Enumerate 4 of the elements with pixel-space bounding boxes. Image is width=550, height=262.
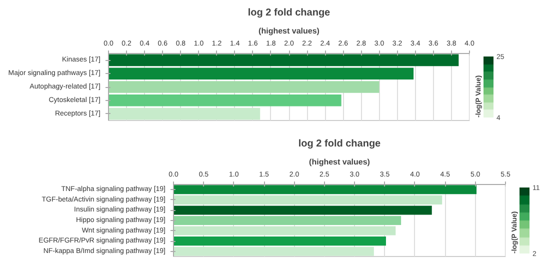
chart-title: log 2 fold change — [298, 138, 382, 150]
x-axis-title: (highest values) — [258, 26, 320, 36]
x-axis-title: (highest values) — [309, 158, 370, 166]
chart-title: log 2 fold change — [248, 8, 331, 18]
